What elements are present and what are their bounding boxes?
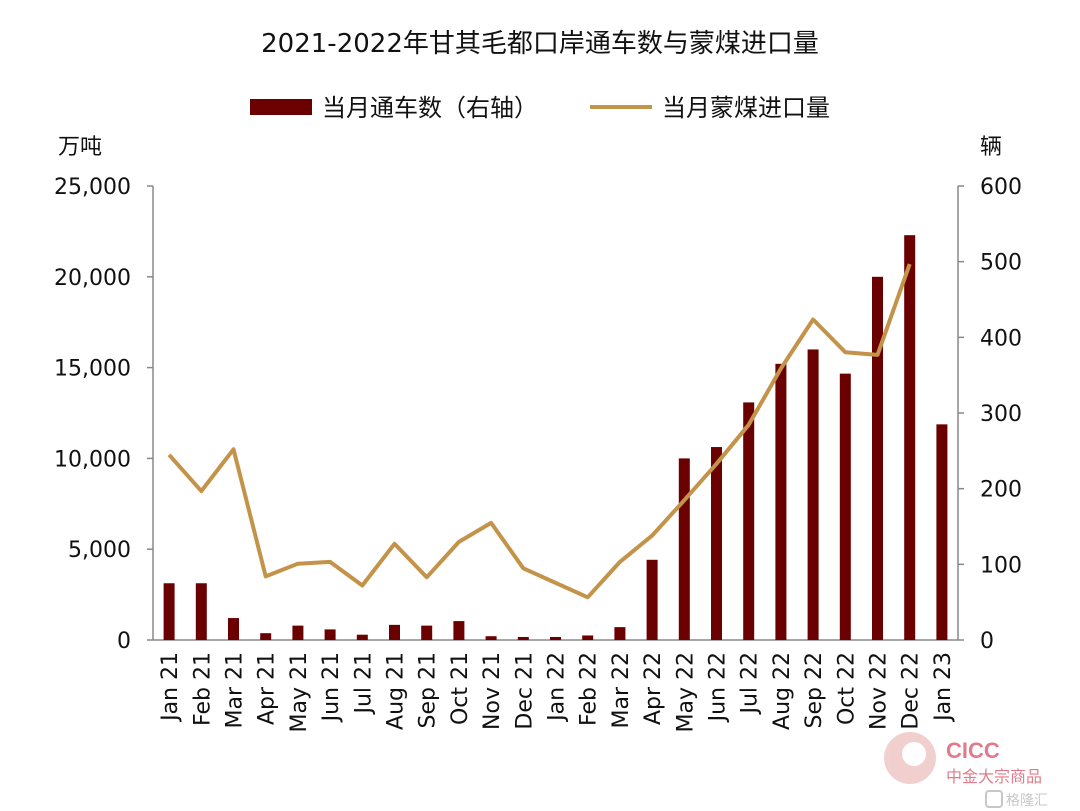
x-tick-label: Dec 22 [899, 652, 924, 730]
left-tick-label: 10,000 [54, 447, 131, 472]
right-tick-label: 500 [980, 251, 1022, 276]
bar-5 [324, 629, 336, 640]
bar-16 [678, 458, 690, 640]
left-tick-label: 5,000 [68, 538, 131, 563]
gelonghui-logo-icon [985, 790, 1003, 808]
bar-9 [453, 621, 465, 640]
x-tick-label: Apr 22 [641, 652, 666, 725]
x-tick-label: Nov 22 [867, 652, 892, 730]
x-tick-label: Mar 22 [609, 652, 634, 729]
legend-bar-swatch [250, 99, 312, 115]
right-tick-label: 600 [980, 175, 1022, 200]
bar-0 [163, 583, 175, 640]
left-axis-ticks: 0 5,000 10,000 15,000 20,000 25,000 [54, 175, 153, 654]
left-tick-label: 25,000 [54, 175, 131, 200]
bar-20 [807, 349, 819, 640]
coal-import-line [167, 263, 912, 600]
left-tick-label: 15,000 [54, 357, 131, 382]
bar-10 [485, 636, 497, 640]
watermark: CICC 中金大宗商品 格隆汇 [884, 732, 1048, 808]
x-tick-label: May 21 [287, 652, 312, 732]
chart-title: 2021-2022年甘其毛都口岸通车数与蒙煤进口量 [261, 29, 819, 59]
bar-24 [936, 424, 948, 640]
watermark-subtitle: 中金大宗商品 [946, 768, 1042, 786]
legend: 当月通车数（右轴） 当月蒙煤进口量 [250, 94, 830, 122]
x-axis-ticks: Jan 21 Feb 21 Mar 21 Apr 21 May 21 Jun 21 Jul … [158, 652, 956, 732]
right-tick-label: 0 [980, 629, 994, 654]
bar-21 [839, 373, 851, 640]
x-tick-label: Nov 21 [480, 652, 505, 730]
bar-23 [904, 235, 916, 640]
x-tick-label: Oct 22 [834, 652, 859, 725]
right-axis-ticks: 0 100 200 300 400 500 600 [958, 175, 1022, 654]
bar-series [163, 235, 948, 640]
x-tick-label: Oct 21 [448, 652, 473, 725]
cicc-logo-inner-icon [902, 742, 926, 766]
x-tick-label: May 22 [673, 652, 698, 732]
x-tick-label: Sep 22 [802, 652, 827, 728]
legend-line-label: 当月蒙煤进口量 [662, 94, 830, 122]
x-tick-label: Jun 22 [706, 652, 731, 723]
x-tick-label: Mar 21 [223, 652, 248, 729]
right-tick-label: 200 [980, 478, 1022, 503]
bar-4 [292, 625, 304, 640]
bar-17 [711, 447, 722, 640]
bar-3 [260, 633, 272, 640]
bar-13 [582, 635, 594, 640]
left-axis-unit: 万吨 [58, 135, 102, 160]
x-tick-label: Aug 22 [770, 652, 795, 730]
x-tick-label: Apr 21 [255, 652, 280, 725]
bar-22 [872, 276, 883, 640]
watermark-source: 格隆汇 [1006, 792, 1048, 808]
bar-1 [195, 583, 207, 640]
bar-7 [389, 624, 400, 640]
x-tick-label: Jul 22 [738, 652, 763, 716]
x-tick-label: Aug 21 [384, 652, 409, 730]
bar-11 [517, 636, 529, 640]
x-tick-label: Sep 21 [416, 652, 441, 728]
x-tick-label: Feb 22 [577, 652, 602, 726]
watermark-brand: CICC [946, 738, 1000, 763]
left-tick-label: 0 [117, 629, 131, 654]
x-tick-label: Dec 21 [512, 652, 537, 730]
right-tick-label: 300 [980, 402, 1022, 427]
bar-19 [775, 363, 787, 640]
bar-14 [614, 627, 626, 640]
bar-15 [646, 559, 658, 640]
x-tick-label: Feb 21 [190, 652, 215, 726]
bar-12 [550, 636, 561, 640]
x-tick-label: Jan 21 [158, 652, 183, 723]
bar-18 [743, 402, 755, 640]
right-tick-label: 400 [980, 326, 1022, 351]
x-tick-label: Jan 22 [545, 652, 570, 723]
x-tick-label: Jun 21 [319, 652, 344, 723]
legend-bar-label: 当月通车数（右轴） [322, 94, 538, 122]
x-tick-label: Jan 23 [931, 652, 956, 723]
line-series [167, 263, 912, 600]
bar-2 [228, 618, 239, 640]
bar-6 [356, 634, 368, 640]
right-axis-unit: 辆 [980, 135, 1002, 160]
left-tick-label: 20,000 [54, 266, 131, 291]
x-tick-label: Jul 21 [351, 652, 376, 716]
bar-8 [421, 625, 433, 640]
right-tick-label: 100 [980, 553, 1022, 578]
